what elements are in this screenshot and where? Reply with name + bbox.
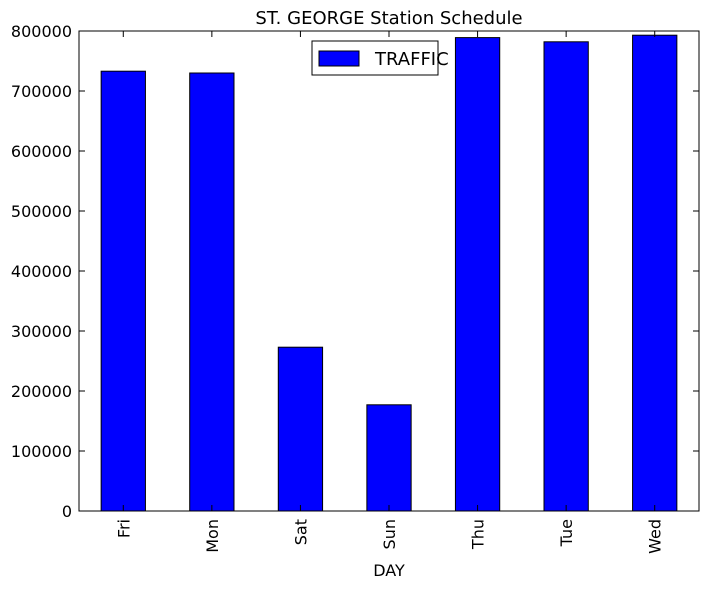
x-tick-label-wed: Wed [646, 519, 665, 554]
bar-sat [277, 346, 324, 512]
x-tick-label-thu: Thu [469, 519, 488, 550]
bar-thu [454, 37, 501, 512]
bar-sun [366, 404, 412, 512]
chart-title: ST. GEORGE Station Schedule [255, 8, 522, 29]
x-tick-label-sun: Sun [380, 519, 399, 549]
y-tick-label: 500000 [11, 202, 72, 221]
y-tick-label: 0 [62, 502, 72, 521]
y-tick-label: 800000 [11, 22, 72, 41]
y-tick-label: 100000 [11, 442, 72, 461]
legend-label: TRAFFIC [374, 49, 449, 70]
bar-fri [100, 70, 146, 512]
x-tick-label-fri: Fri [114, 519, 133, 538]
x-tick-labels: Fri Mon Sat Sun Thu Tue Wed [114, 519, 664, 554]
y-tick-label: 200000 [11, 382, 72, 401]
x-tick-label-mon: Mon [203, 519, 222, 553]
x-tick-label-sat: Sat [291, 519, 310, 545]
y-tick-label: 700000 [11, 82, 72, 101]
ticks-layer [79, 30, 699, 512]
x-tick-label-tue: Tue [557, 519, 576, 547]
y-tick-labels: 0 100000 200000 300000 400000 500000 600000 700… [11, 22, 72, 521]
y-tick-label: 300000 [11, 322, 72, 341]
y-tick-label: 400000 [11, 262, 72, 281]
bar-mon [189, 72, 235, 512]
legend: TRAFFIC [311, 40, 449, 76]
y-tick-label: 600000 [11, 142, 72, 161]
bar-wed [632, 34, 678, 512]
bars-layer [100, 34, 678, 512]
legend-swatch [318, 50, 360, 67]
bar-tue [543, 41, 589, 512]
x-axis-label: DAY [373, 561, 405, 580]
